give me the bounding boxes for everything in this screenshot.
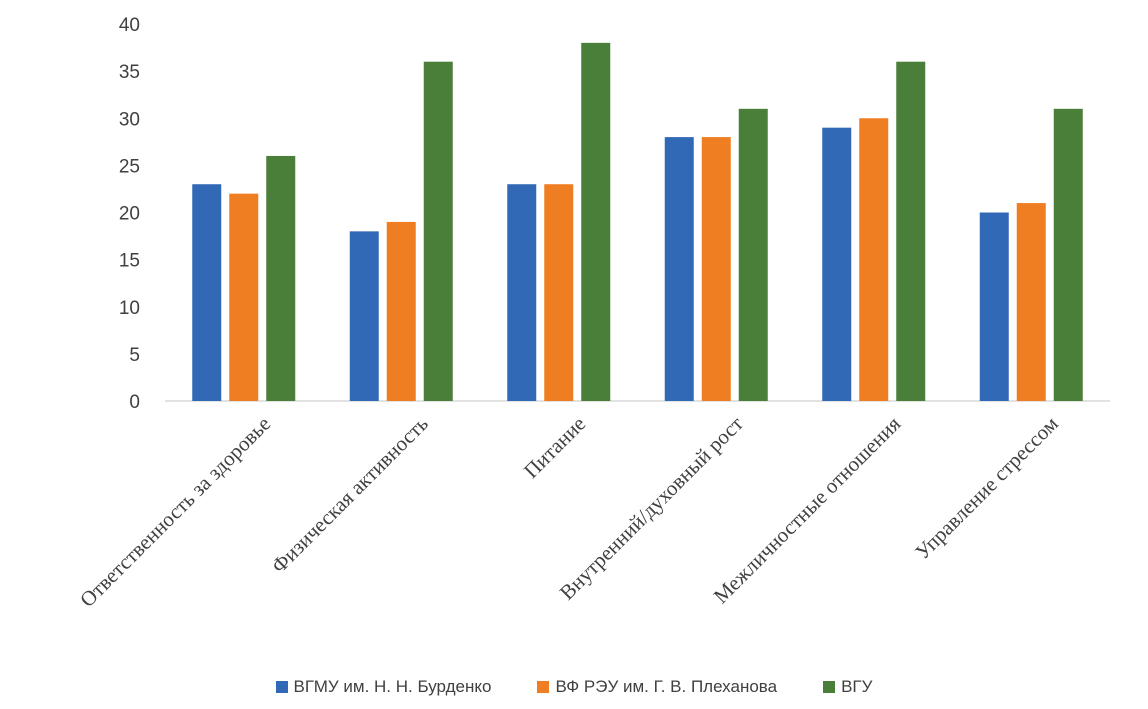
y-axis-ticks: 0 5 10 15 20 25 30 35 40 xyxy=(119,15,140,413)
bar-3-3 xyxy=(581,42,611,401)
legend-label: ВГМУ им. Н. Н. Бурденко xyxy=(293,677,492,696)
bar-2-6 xyxy=(1016,203,1046,401)
category-label: Физическая активность xyxy=(267,412,433,578)
bar-1-5 xyxy=(822,127,852,402)
bar-3-6 xyxy=(1053,108,1083,401)
legend-swatch xyxy=(537,681,550,693)
bar-2-2 xyxy=(386,221,416,401)
bar-1-6 xyxy=(979,212,1009,401)
bar-2-1 xyxy=(229,193,259,401)
legend-item-vgmu[interactable]: ВГМУ им. Н. Н. Бурденко xyxy=(275,677,492,697)
category-label: Межличностные отношения xyxy=(709,411,906,608)
legend-label: ВГУ xyxy=(841,677,873,696)
y-tick-label: 0 xyxy=(129,392,140,413)
bar-1-1 xyxy=(192,184,222,401)
y-tick-label: 20 xyxy=(119,204,140,225)
legend-item-vf-reu[interactable]: ВФ РЭУ им. Г. В. Плеханова xyxy=(537,677,777,697)
bar-1-4 xyxy=(664,137,694,401)
y-tick-label: 25 xyxy=(119,156,140,177)
bar-2-3 xyxy=(544,184,574,401)
bar-3-1 xyxy=(266,155,296,401)
y-tick-label: 5 xyxy=(129,345,140,366)
bar-3-4 xyxy=(738,108,768,401)
legend-label: ВФ РЭУ им. Г. В. Плеханова xyxy=(555,677,778,696)
bars xyxy=(192,42,1083,402)
bar-3-2 xyxy=(423,61,453,401)
legend-swatch xyxy=(275,681,288,693)
legend-swatch xyxy=(823,681,836,693)
bar-1-3 xyxy=(507,184,537,401)
bar-3-5 xyxy=(896,61,926,401)
legend: ВГМУ им. Н. Н. Бурденко ВФ РЭУ им. Г. В.… xyxy=(0,677,1148,697)
category-label: Внутренний/духовный рост xyxy=(555,412,748,605)
y-tick-label: 30 xyxy=(119,109,140,130)
bar-1-2 xyxy=(349,231,379,401)
category-label: Ответственность за здоровье xyxy=(75,412,275,612)
category-label: Управление стрессом xyxy=(910,412,1063,565)
y-tick-label: 10 xyxy=(119,298,140,319)
y-tick-label: 40 xyxy=(119,15,140,36)
y-tick-label: 15 xyxy=(119,251,140,272)
y-tick-label: 35 xyxy=(119,62,140,83)
bar-2-4 xyxy=(701,137,731,401)
category-label: Питание xyxy=(519,412,590,483)
bar-2-5 xyxy=(859,118,889,401)
legend-item-vgu[interactable]: ВГУ xyxy=(823,677,872,697)
